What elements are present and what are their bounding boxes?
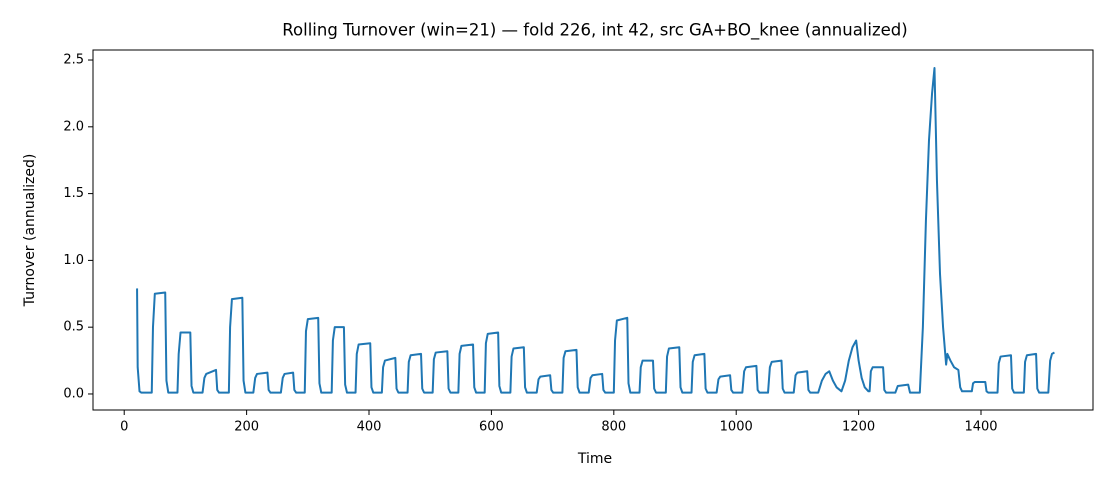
x-tick-label: 1200 [842, 420, 875, 435]
x-tick-label: 1000 [720, 420, 753, 435]
y-tick-label: 0.5 [63, 320, 84, 335]
x-axis-label: Time [577, 451, 612, 467]
x-tick-label: 1400 [964, 420, 997, 435]
y-axis-label: Turnover (annualized) [22, 154, 38, 308]
x-tick-label: 400 [357, 420, 382, 435]
y-tick-label: 1.0 [63, 253, 84, 268]
x-tick-label: 200 [234, 420, 259, 435]
y-tick-label: 2.0 [63, 119, 84, 134]
y-tick-label: 2.5 [63, 53, 84, 68]
y-tick-label: 1.5 [63, 186, 84, 201]
y-tick-label: 0.0 [63, 386, 84, 401]
data-line [136, 67, 1055, 394]
x-tick-label: 800 [601, 420, 626, 435]
x-tick-label: 600 [479, 420, 504, 435]
x-tick-label: 0 [120, 420, 128, 435]
plot-frame [92, 49, 1094, 411]
chart-title: Rolling Turnover (win=21) — fold 226, in… [282, 21, 907, 41]
